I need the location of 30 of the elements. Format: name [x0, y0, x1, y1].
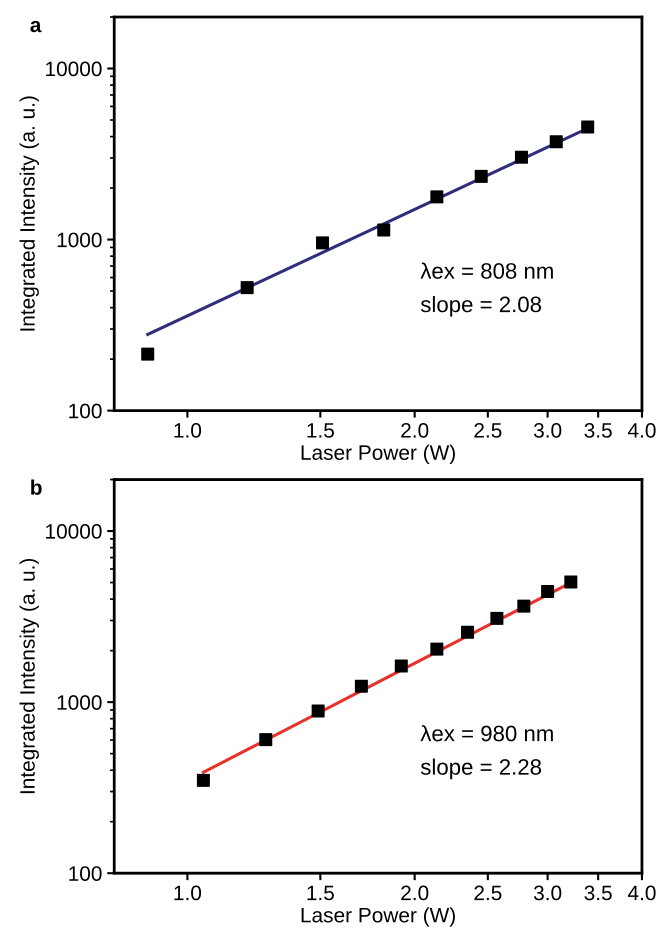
y-axis-title: Integrated Intensity (a. u.): [20, 558, 39, 794]
x-tick-label: 3.0: [534, 422, 562, 438]
x-axis-title: Laser Power (W): [302, 444, 455, 464]
x-axis-title: Laser Power (W): [302, 907, 455, 927]
x-tick-label: 2.5: [474, 422, 502, 438]
y-axis-title: Integrated Intensity (a. u.): [20, 96, 39, 331]
x-tick-label: 1.5: [307, 886, 334, 900]
x-tick-label: 1.5: [307, 423, 334, 438]
annotation: λex = 808 nm: [420, 262, 553, 279]
y-tick-label: 100: [69, 404, 102, 418]
y-tick-label: 10000: [46, 61, 102, 76]
x-tick-label: 4.0: [628, 886, 656, 900]
x-tick-label: 2.0: [401, 422, 428, 438]
y-tick-label: 1000: [58, 232, 102, 248]
y-tick-label: 100: [69, 866, 102, 881]
x-tick-label: 1.0: [174, 886, 202, 900]
x-tick-label: 1.0: [174, 422, 202, 438]
x-tick-label: 4.0: [628, 422, 656, 438]
x-tick-label: 3.5: [584, 422, 612, 438]
x-tick-label: 2.0: [401, 886, 428, 900]
annotation: slope = 2.08: [420, 296, 542, 317]
chart-title: b: [31, 480, 42, 495]
annotation: λex = 980 nm: [420, 725, 553, 742]
y-tick-label: 10000: [46, 524, 102, 539]
x-tick-label: 3.5: [584, 886, 612, 900]
chart-title: a: [30, 20, 42, 32]
y-tick-label: 1000: [58, 695, 102, 710]
annotation: slope = 2.28: [420, 758, 542, 780]
x-tick-label: 3.0: [534, 886, 562, 900]
x-tick-label: 2.5: [474, 886, 502, 900]
